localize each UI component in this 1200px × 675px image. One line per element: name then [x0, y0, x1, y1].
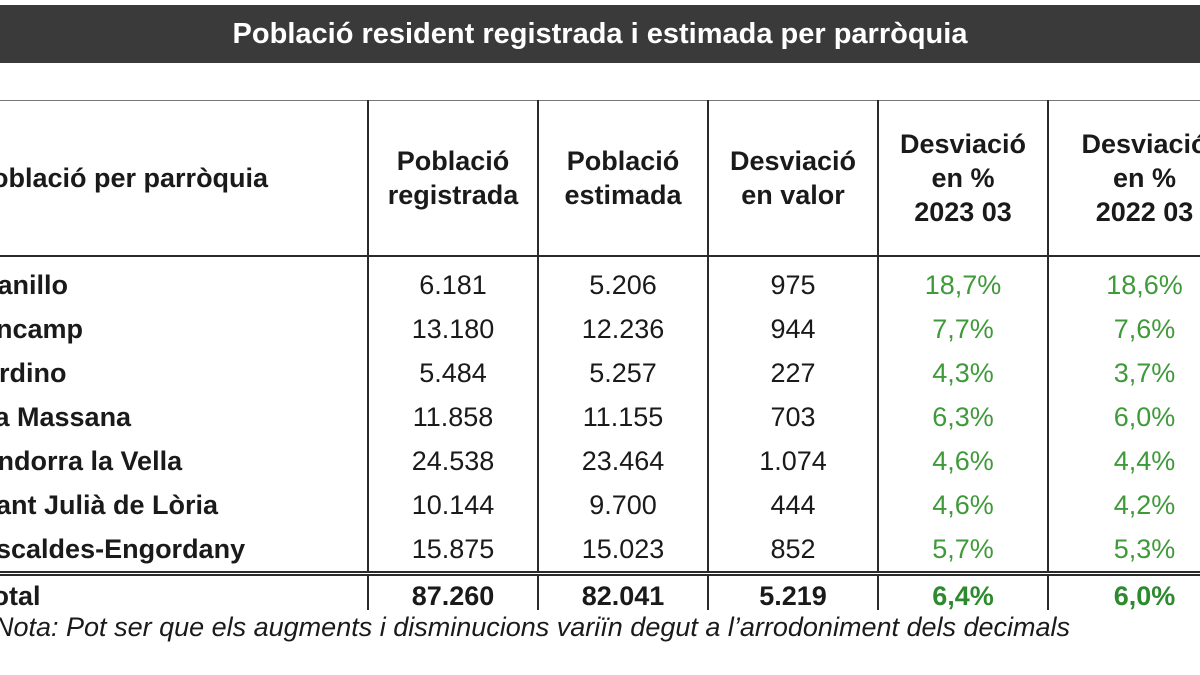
column-header-line: en %: [931, 163, 995, 193]
value-cell: 23.464: [537, 439, 708, 483]
value-cell: 5.219: [707, 571, 878, 610]
value-cell: 3,7%: [1047, 351, 1200, 395]
value-cell: 4,6%: [877, 483, 1048, 527]
value-cell: 4,3%: [877, 351, 1048, 395]
value-cell: 4,2%: [1047, 483, 1200, 527]
column-header-line: 2022 03: [1095, 197, 1194, 227]
value-cell: 87.260: [367, 571, 538, 610]
table-row: Sant Julià de Lòria 10.144 9.700 444 4,6% 4,2…: [0, 483, 1200, 527]
value-cell: 9.700: [537, 483, 708, 527]
column-header-line: estimada: [564, 180, 682, 210]
parish-name-cell: Sant Julià de Lòria: [0, 489, 219, 520]
value-cell: 4,6%: [877, 439, 1048, 483]
column-header-line: Desviació: [729, 146, 857, 176]
parish-name-cell: Encamp: [0, 313, 84, 344]
value-cell: 11.155: [537, 395, 708, 439]
parish-name-cell: Andorra la Vella: [0, 445, 183, 476]
value-cell: 5.484: [367, 351, 538, 395]
value-cell: 6,0%: [1047, 395, 1200, 439]
value-cell: 24.538: [367, 439, 538, 483]
value-cell: 6,3%: [877, 395, 1048, 439]
value-cell: 12.236: [537, 307, 708, 351]
table-note: Nota: Pot ser que els augments i disminu…: [0, 612, 1071, 642]
column-header-1: Població registrada: [367, 100, 538, 257]
value-cell: 852: [707, 527, 878, 574]
parish-name-cell: Ordino: [0, 357, 67, 388]
value-cell: 5,7%: [877, 527, 1048, 574]
parish-name-cell: Escaldes-Engordany: [0, 533, 246, 564]
value-cell: 82.041: [537, 571, 708, 610]
population-table: Població per parròquia Població registrada…: [0, 100, 1200, 610]
value-cell: 13.180: [367, 307, 538, 351]
header-row: Població per parròquia Població registrada…: [0, 100, 1200, 257]
value-cell: 6,4%: [877, 571, 1048, 610]
value-cell: 15.023: [537, 527, 708, 574]
value-cell: 15.875: [367, 527, 538, 574]
value-cell: 703: [707, 395, 878, 439]
parish-name-cell: La Massana: [0, 401, 132, 432]
column-header-line: Desviació: [899, 129, 1027, 159]
value-cell: 18,6%: [1047, 256, 1200, 307]
column-header-line: en %: [1112, 163, 1177, 193]
column-header-line: registrada: [387, 180, 519, 210]
parish-name-cell: Total: [0, 571, 368, 610]
value-cell: 1.074: [707, 439, 878, 483]
column-header-2: Població estimada: [537, 100, 708, 257]
value-cell: 18,7%: [877, 256, 1048, 307]
population-table-wrapper: Població per parròquia Població registrada…: [0, 100, 1200, 610]
value-cell: 6.181: [367, 256, 538, 307]
value-cell: 5.206: [537, 256, 708, 307]
column-header-5: Desviació en % 2022 03: [1047, 100, 1200, 257]
column-header-0: Població per parròquia: [0, 100, 368, 257]
parish-name-cell: Canillo: [0, 269, 69, 300]
column-header-line: Desviació: [1081, 129, 1200, 159]
column-header-line: 2023 03: [914, 197, 1012, 227]
column-header-line: en valor: [741, 180, 845, 210]
table-title: Població resident registrada i estimada …: [0, 5, 1200, 63]
value-cell: 10.144: [367, 483, 538, 527]
column-header-line: Població per parròquia: [0, 163, 269, 193]
table-row: Escaldes-Engordany 15.875 15.023 852 5,7% 5,3…: [0, 527, 1200, 574]
column-header-3: Desviació en valor: [707, 100, 878, 257]
value-cell: 6,0%: [1047, 571, 1200, 610]
value-cell: 4,4%: [1047, 439, 1200, 483]
column-header-line: Població: [396, 146, 510, 176]
column-header-line: Població: [566, 146, 680, 176]
column-header-4: Desviació en % 2023 03: [877, 100, 1048, 257]
value-cell: 975: [707, 256, 878, 307]
table-header: Població per parròquia Població registrada…: [0, 100, 1200, 257]
value-cell: 11.858: [367, 395, 538, 439]
table-row: Andorra la Vella 24.53823.4641.0744,6%4,4…: [0, 439, 1200, 483]
value-cell: 7,6%: [1047, 307, 1200, 351]
value-cell: 5.257: [537, 351, 708, 395]
value-cell: 227: [707, 351, 878, 395]
value-cell: 5,3%: [1047, 527, 1200, 574]
value-cell: 944: [707, 307, 878, 351]
value-cell: 7,7%: [877, 307, 1048, 351]
value-cell: 444: [707, 483, 878, 527]
